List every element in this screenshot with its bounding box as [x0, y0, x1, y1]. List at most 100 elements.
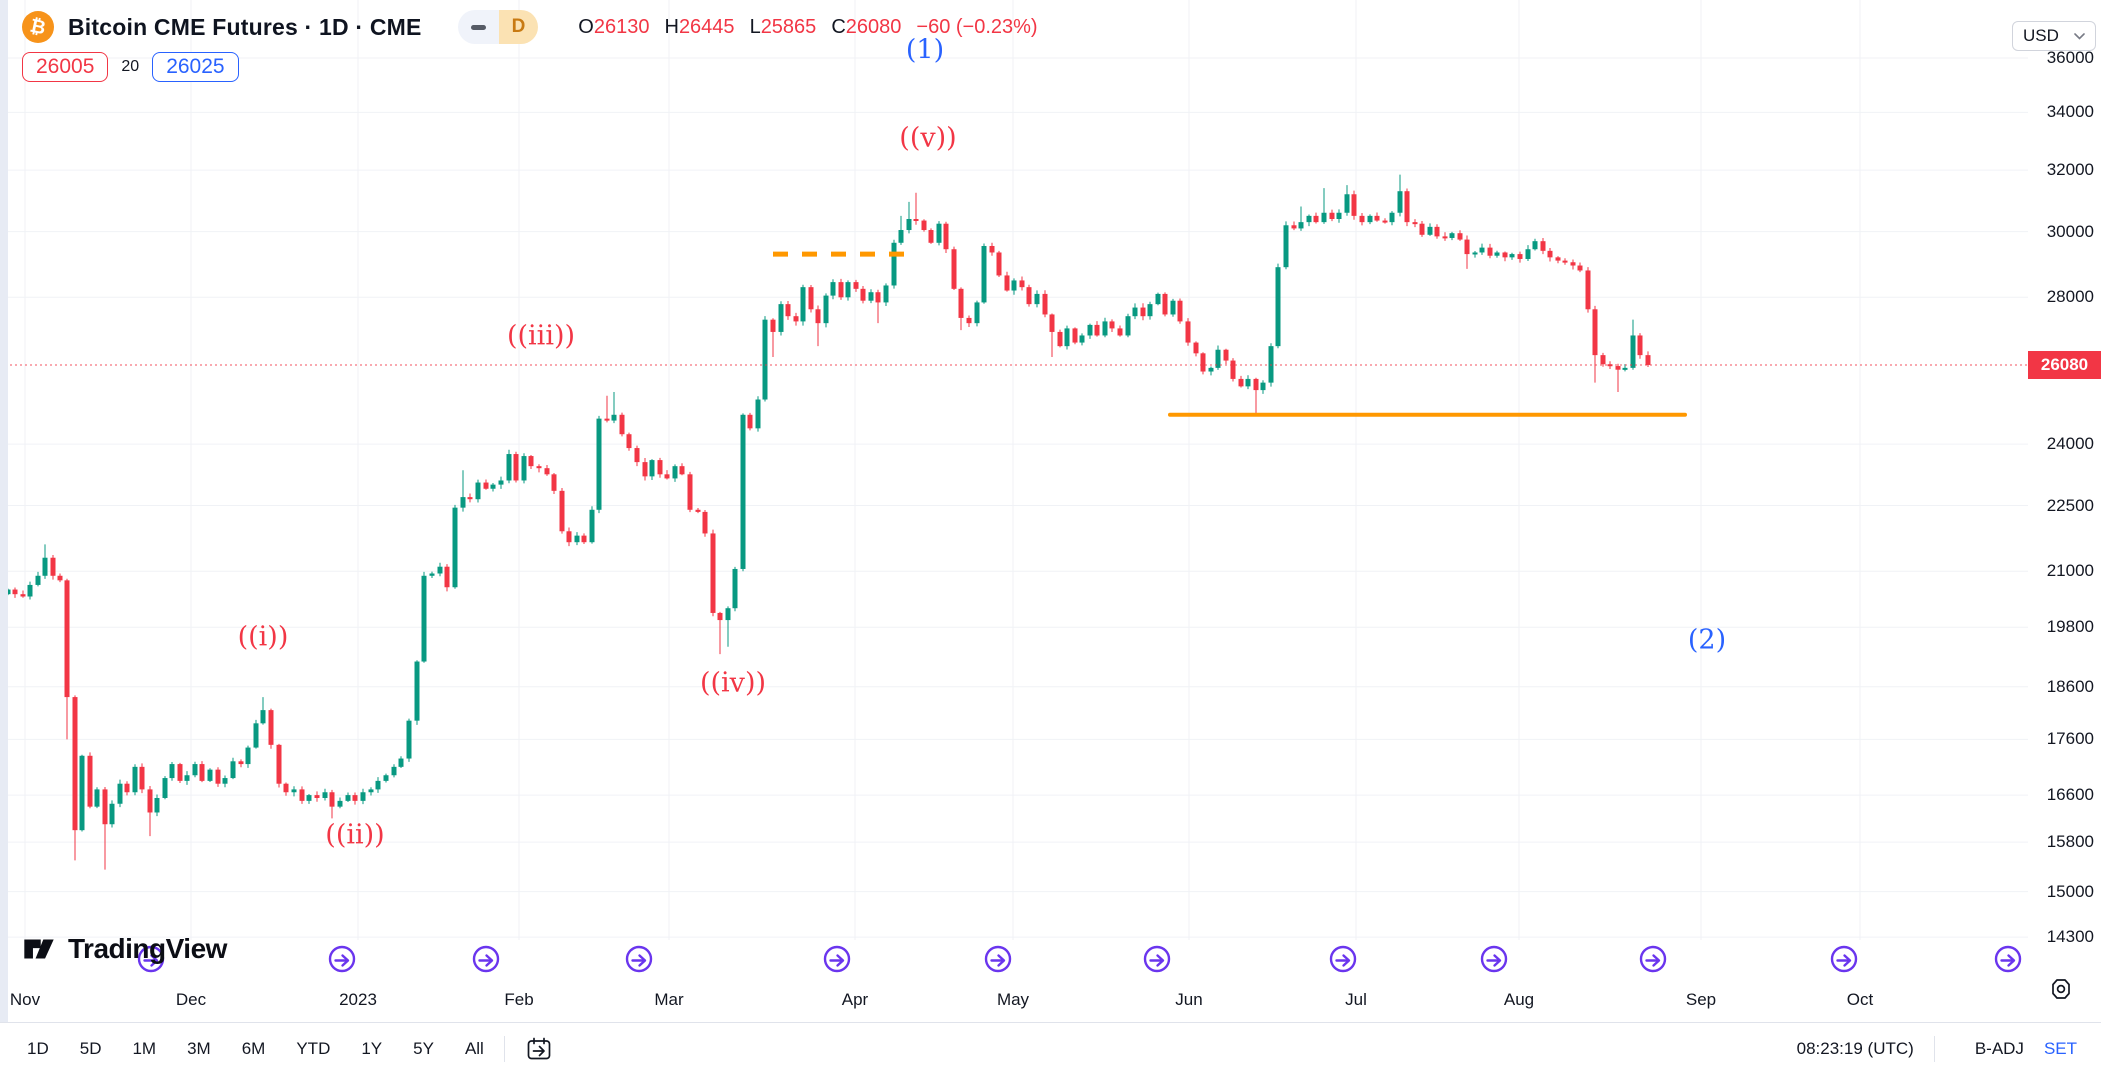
candle-body — [785, 304, 791, 317]
candle-body — [1208, 367, 1214, 372]
candle-body — [238, 761, 244, 765]
candle-body — [830, 282, 836, 296]
symbol-title[interactable]: Bitcoin CME Futures · 1D · CME — [68, 13, 422, 40]
candle-body — [845, 282, 851, 298]
candle-body — [360, 792, 366, 801]
price-axis[interactable]: USD 36000 34000 32000 30000 28000 24000 22500 2… — [2005, 0, 2101, 1022]
candle-body — [1412, 222, 1418, 225]
currency-dropdown[interactable]: USD — [2012, 21, 2096, 51]
candle-body — [1185, 321, 1191, 343]
candle-body — [506, 454, 512, 481]
wave-ii-label[interactable]: ((ii)) — [325, 819, 385, 851]
candle-body — [1193, 342, 1199, 354]
toolbar-right: 08:23:19 (UTC) B-ADJ SET — [1797, 1036, 2101, 1062]
candle-body — [544, 468, 550, 475]
scroll-marker-icon[interactable] — [1328, 944, 1358, 979]
scroll-marker-icon[interactable] — [1829, 944, 1859, 979]
candle-body — [936, 223, 942, 243]
wave-v-label[interactable]: ((v)) — [899, 122, 957, 154]
scroll-marker-icon[interactable] — [1638, 944, 1668, 979]
time-axis-label: Nov — [9, 990, 41, 1009]
candle-body — [740, 414, 746, 569]
candle-body — [437, 566, 443, 574]
wave-i-label[interactable]: ((i)) — [237, 621, 289, 653]
price-axis-label: 21000 — [2046, 561, 2094, 581]
candle-body — [1585, 270, 1591, 310]
left-edge-strip — [0, 0, 8, 1075]
candle-body — [42, 557, 48, 576]
candle-body — [1329, 212, 1335, 219]
candle-body — [860, 288, 866, 301]
collapse-dash-icon — [457, 10, 499, 44]
scroll-marker-icon[interactable] — [983, 944, 1013, 979]
price-axis-label: 34000 — [2046, 102, 2094, 122]
candle-body — [695, 509, 701, 512]
candle-body — [1645, 355, 1651, 365]
candle-body — [1562, 260, 1568, 263]
low-value: 25865 — [760, 15, 817, 38]
candle-body — [79, 755, 85, 831]
price-axis-label: 18600 — [2046, 676, 2094, 696]
session-button[interactable]: SET — [2043, 1039, 2077, 1058]
candle-body — [1494, 252, 1500, 256]
wave-1-label[interactable]: (1) — [905, 34, 945, 66]
candle-body — [102, 789, 108, 825]
scroll-marker-icon[interactable] — [136, 944, 166, 979]
clock-label[interactable]: 08:23:19 (UTC) — [1796, 1039, 1914, 1058]
range-6m-button[interactable]: 6M — [241, 1039, 266, 1058]
candle-body — [1313, 215, 1319, 223]
scroll-marker-icon[interactable] — [471, 944, 501, 979]
candle-body — [1427, 226, 1433, 235]
range-1y-button[interactable]: 1Y — [361, 1039, 383, 1058]
candle-body — [94, 789, 100, 807]
tradingview-logo[interactable]: TradingView — [20, 930, 227, 968]
range-3m-button[interactable]: 3M — [187, 1039, 211, 1058]
candle-body — [1291, 225, 1297, 229]
time-axis[interactable]: Nov Dec 2023 Feb Mar Apr May Jun Jul Aug Sep Oct — [0, 940, 2101, 1022]
buy-button[interactable]: 26025 — [152, 52, 239, 82]
adjust-mode-button[interactable]: B-ADJ — [1974, 1039, 2024, 1058]
scroll-marker-icon[interactable] — [624, 944, 654, 979]
wave-2-label[interactable]: (2) — [1687, 624, 1727, 656]
candle-body — [192, 764, 198, 776]
range-ytd-button[interactable]: YTD — [296, 1039, 331, 1058]
go-to-date-button[interactable] — [525, 1035, 553, 1063]
candle-body — [913, 218, 919, 221]
candle-body — [475, 482, 481, 500]
candle-body — [853, 282, 859, 289]
scroll-marker-icon[interactable] — [1993, 944, 2023, 979]
range-5y-button[interactable]: 5Y — [413, 1039, 434, 1058]
candle-body — [1637, 335, 1643, 356]
high-value: 26445 — [678, 15, 735, 38]
candle-body — [958, 288, 964, 318]
range-5d-button[interactable]: 5D — [79, 1039, 102, 1058]
scroll-marker-icon[interactable] — [327, 944, 357, 979]
scroll-marker-icon[interactable] — [1479, 944, 1509, 979]
candle-body — [245, 747, 251, 765]
scroll-marker-icon[interactable] — [822, 944, 852, 979]
wave-iv-label[interactable]: ((iv)) — [699, 667, 767, 699]
candle-body — [452, 507, 458, 588]
candle-body — [800, 287, 806, 322]
candle-body — [1268, 346, 1274, 383]
candle-body — [928, 230, 934, 243]
candle-body — [1472, 252, 1478, 255]
interval-pill[interactable]: D — [457, 10, 539, 44]
scroll-marker-icon[interactable] — [1142, 944, 1172, 979]
wave-iii-label[interactable]: ((iii)) — [506, 320, 576, 352]
range-1m-button[interactable]: 1M — [132, 1039, 157, 1058]
price-axis-label: 30000 — [2046, 221, 2094, 241]
candle-body — [1087, 324, 1093, 336]
candle-body — [483, 482, 489, 489]
candle-body — [1275, 267, 1281, 347]
sell-button[interactable]: 26005 — [22, 52, 109, 82]
settings-gear-icon[interactable] — [2048, 976, 2074, 1007]
price-axis-label: 15000 — [2046, 881, 2094, 901]
range-1d-button[interactable]: 1D — [27, 1039, 49, 1058]
candle-body — [581, 535, 587, 543]
candle-body — [1026, 287, 1032, 305]
range-all-button[interactable]: All — [464, 1039, 484, 1058]
candle-body — [770, 319, 776, 332]
candle-body — [762, 319, 768, 400]
